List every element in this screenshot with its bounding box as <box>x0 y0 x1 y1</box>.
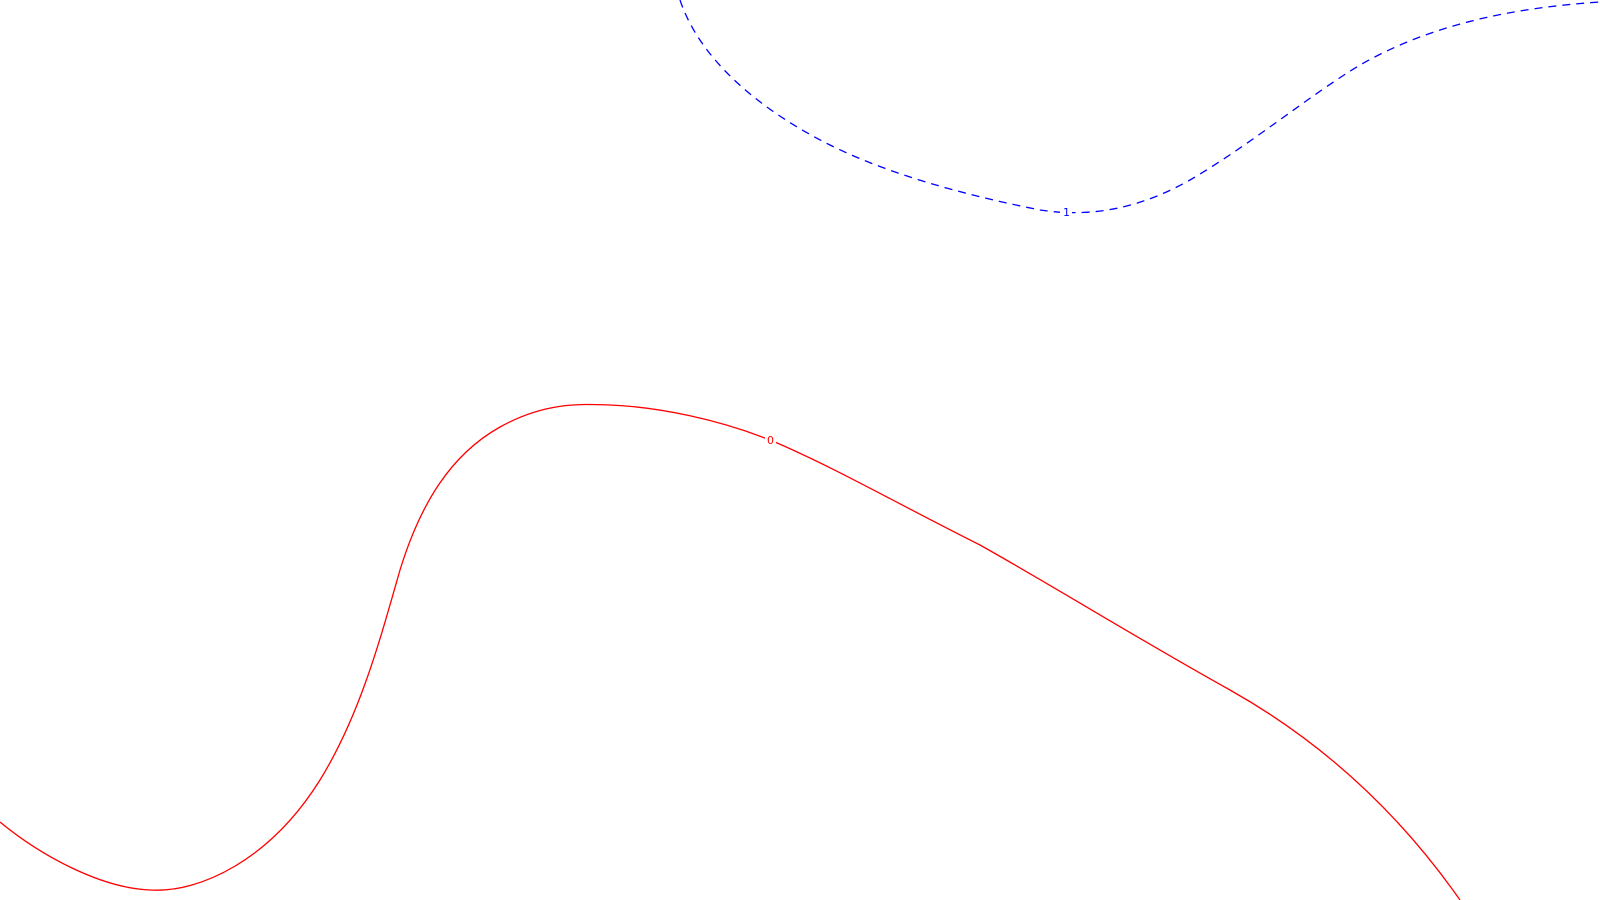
contour-line-level-0 <box>0 403 1461 900</box>
contour-label-level-1: 1 <box>1063 206 1070 219</box>
contour-label-level-0: 0 <box>767 434 774 447</box>
contour-line-level-1 <box>679 0 1600 214</box>
contour-label-level-1-bg <box>1060 204 1072 218</box>
contour-label-level-0-bg <box>765 432 776 446</box>
